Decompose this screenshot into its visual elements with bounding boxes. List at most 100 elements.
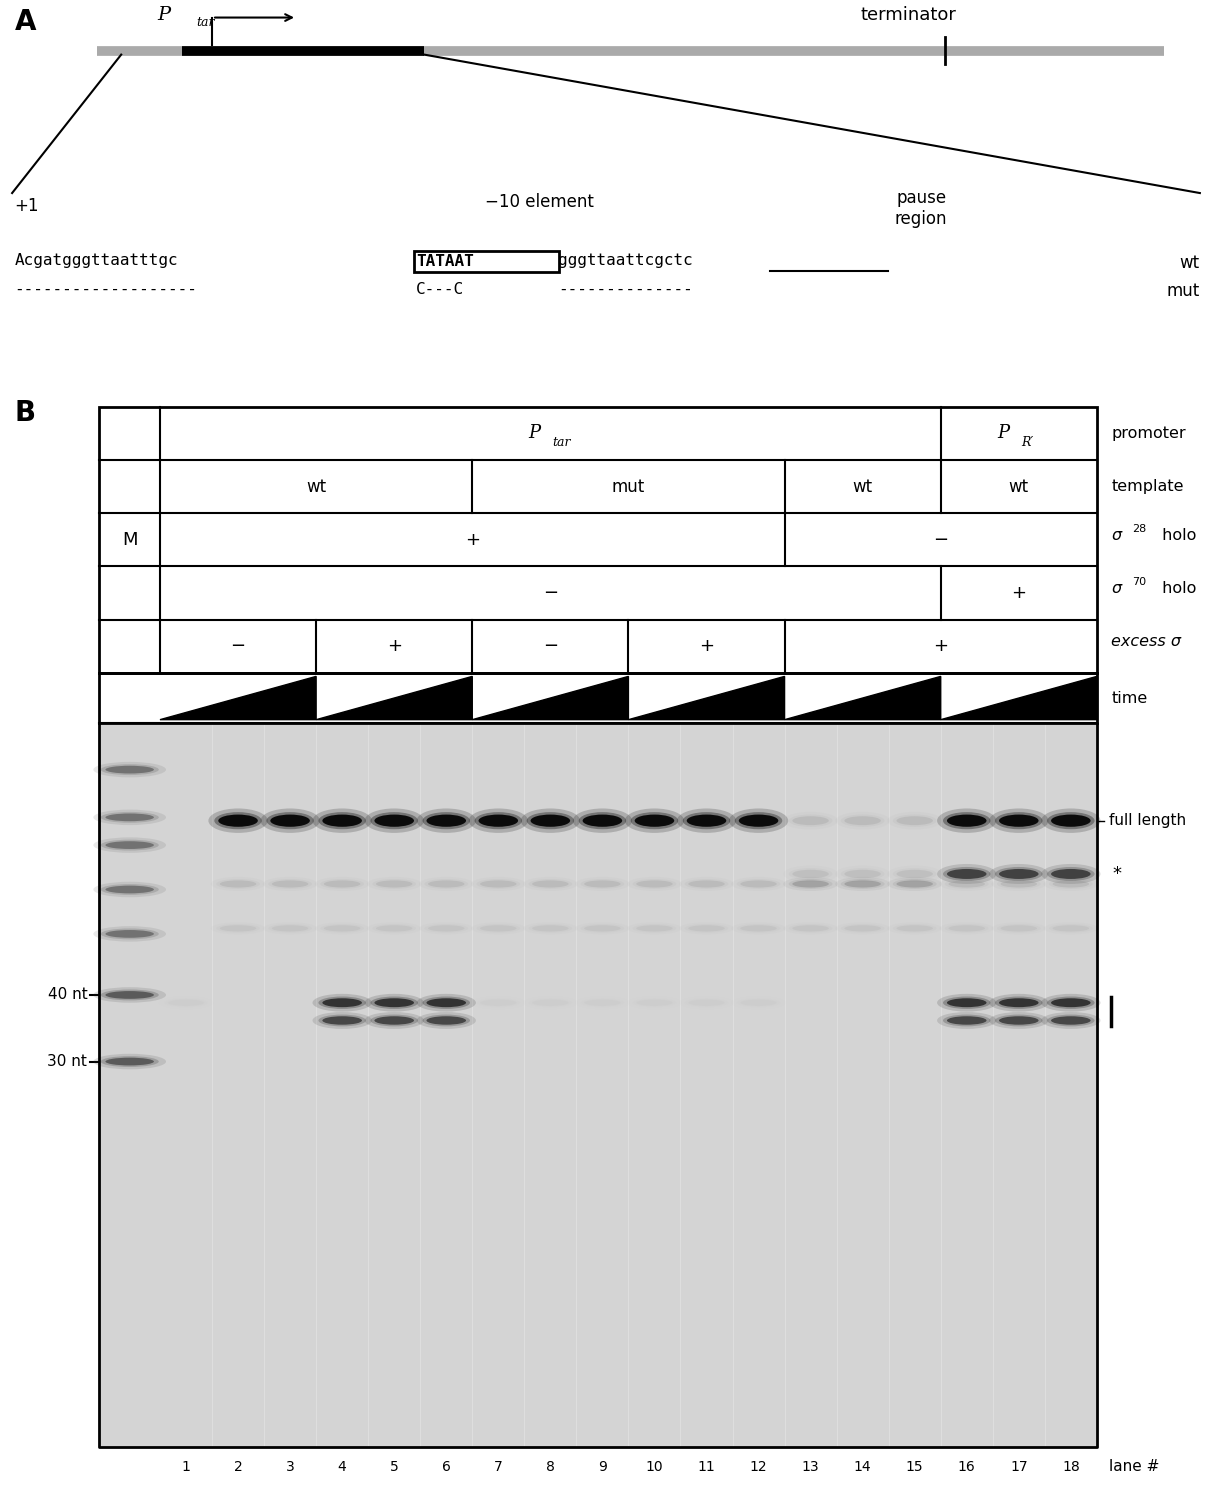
Ellipse shape bbox=[893, 879, 937, 890]
Text: 4: 4 bbox=[338, 1460, 347, 1473]
Text: 9: 9 bbox=[598, 1460, 607, 1473]
Ellipse shape bbox=[417, 808, 476, 832]
Ellipse shape bbox=[943, 996, 990, 1010]
Ellipse shape bbox=[261, 808, 320, 832]
Ellipse shape bbox=[845, 870, 881, 877]
Ellipse shape bbox=[105, 992, 154, 999]
Text: P: P bbox=[997, 424, 1010, 442]
Ellipse shape bbox=[371, 996, 418, 1010]
Text: 40 nt: 40 nt bbox=[47, 987, 87, 1002]
Ellipse shape bbox=[943, 812, 990, 830]
Ellipse shape bbox=[989, 1013, 1048, 1029]
Text: 2: 2 bbox=[234, 1460, 242, 1473]
Ellipse shape bbox=[1041, 864, 1100, 883]
Ellipse shape bbox=[989, 994, 1048, 1011]
Text: holo: holo bbox=[1157, 528, 1196, 543]
Ellipse shape bbox=[268, 879, 311, 890]
Ellipse shape bbox=[937, 994, 996, 1011]
Ellipse shape bbox=[633, 879, 676, 890]
Text: +1: +1 bbox=[15, 196, 39, 214]
Ellipse shape bbox=[532, 999, 568, 1006]
Ellipse shape bbox=[480, 926, 516, 932]
Text: TATAAT: TATAAT bbox=[417, 254, 474, 268]
Text: time: time bbox=[1111, 690, 1148, 705]
Ellipse shape bbox=[313, 808, 372, 832]
Ellipse shape bbox=[319, 996, 366, 1010]
Ellipse shape bbox=[93, 987, 166, 1002]
Ellipse shape bbox=[636, 926, 673, 932]
Ellipse shape bbox=[949, 880, 985, 888]
Ellipse shape bbox=[687, 815, 726, 827]
Ellipse shape bbox=[528, 879, 572, 890]
Ellipse shape bbox=[1047, 867, 1094, 880]
Ellipse shape bbox=[219, 880, 256, 888]
Ellipse shape bbox=[1051, 1017, 1091, 1025]
Ellipse shape bbox=[480, 880, 516, 888]
Ellipse shape bbox=[1001, 880, 1037, 888]
Ellipse shape bbox=[532, 926, 568, 932]
Text: terminator: terminator bbox=[861, 6, 956, 24]
Ellipse shape bbox=[101, 764, 159, 776]
Ellipse shape bbox=[1047, 996, 1094, 1010]
Text: M: M bbox=[122, 531, 137, 549]
Ellipse shape bbox=[578, 812, 627, 830]
Text: 28: 28 bbox=[1132, 524, 1147, 534]
Ellipse shape bbox=[93, 1054, 166, 1070]
Ellipse shape bbox=[1001, 926, 1037, 932]
Ellipse shape bbox=[999, 815, 1039, 827]
Text: +: + bbox=[464, 531, 480, 549]
Text: C---C: C---C bbox=[417, 282, 464, 297]
Ellipse shape bbox=[635, 815, 674, 827]
Ellipse shape bbox=[365, 994, 424, 1011]
Text: tar: tar bbox=[553, 435, 571, 448]
Polygon shape bbox=[160, 676, 316, 720]
Ellipse shape bbox=[105, 1058, 154, 1065]
Ellipse shape bbox=[215, 812, 262, 830]
Ellipse shape bbox=[995, 1014, 1042, 1026]
Text: gggttaattcgctc: gggttaattcgctc bbox=[559, 254, 693, 268]
Ellipse shape bbox=[375, 815, 415, 827]
Ellipse shape bbox=[480, 999, 516, 1006]
Ellipse shape bbox=[423, 812, 470, 830]
Text: 1: 1 bbox=[182, 1460, 190, 1473]
Ellipse shape bbox=[584, 999, 621, 1006]
Ellipse shape bbox=[101, 884, 159, 896]
Text: 15: 15 bbox=[905, 1460, 924, 1473]
Ellipse shape bbox=[319, 812, 366, 830]
Ellipse shape bbox=[584, 880, 621, 888]
Ellipse shape bbox=[947, 999, 987, 1006]
Ellipse shape bbox=[636, 999, 673, 1006]
Ellipse shape bbox=[999, 868, 1039, 879]
Text: 5: 5 bbox=[390, 1460, 399, 1473]
Text: +: + bbox=[1011, 584, 1027, 602]
Ellipse shape bbox=[313, 994, 372, 1011]
Ellipse shape bbox=[737, 879, 781, 890]
Ellipse shape bbox=[1051, 815, 1091, 827]
Ellipse shape bbox=[845, 880, 881, 888]
Ellipse shape bbox=[93, 882, 166, 897]
Ellipse shape bbox=[476, 879, 520, 890]
Ellipse shape bbox=[583, 815, 622, 827]
Ellipse shape bbox=[793, 880, 829, 888]
Ellipse shape bbox=[320, 879, 364, 890]
Ellipse shape bbox=[789, 868, 833, 880]
Text: 10: 10 bbox=[646, 1460, 663, 1473]
Ellipse shape bbox=[101, 1056, 159, 1066]
Ellipse shape bbox=[324, 926, 360, 932]
Ellipse shape bbox=[841, 815, 885, 827]
Ellipse shape bbox=[688, 999, 725, 1006]
Text: full length: full length bbox=[1109, 813, 1187, 828]
Ellipse shape bbox=[376, 926, 412, 932]
Ellipse shape bbox=[636, 880, 673, 888]
Text: 70: 70 bbox=[1132, 578, 1147, 586]
Ellipse shape bbox=[479, 815, 518, 827]
Text: P: P bbox=[528, 424, 541, 442]
Ellipse shape bbox=[897, 880, 933, 888]
Ellipse shape bbox=[897, 880, 933, 888]
Ellipse shape bbox=[475, 812, 522, 830]
Ellipse shape bbox=[943, 1014, 990, 1026]
Ellipse shape bbox=[688, 880, 725, 888]
Ellipse shape bbox=[417, 1013, 476, 1029]
Ellipse shape bbox=[741, 999, 777, 1006]
Ellipse shape bbox=[845, 816, 881, 825]
